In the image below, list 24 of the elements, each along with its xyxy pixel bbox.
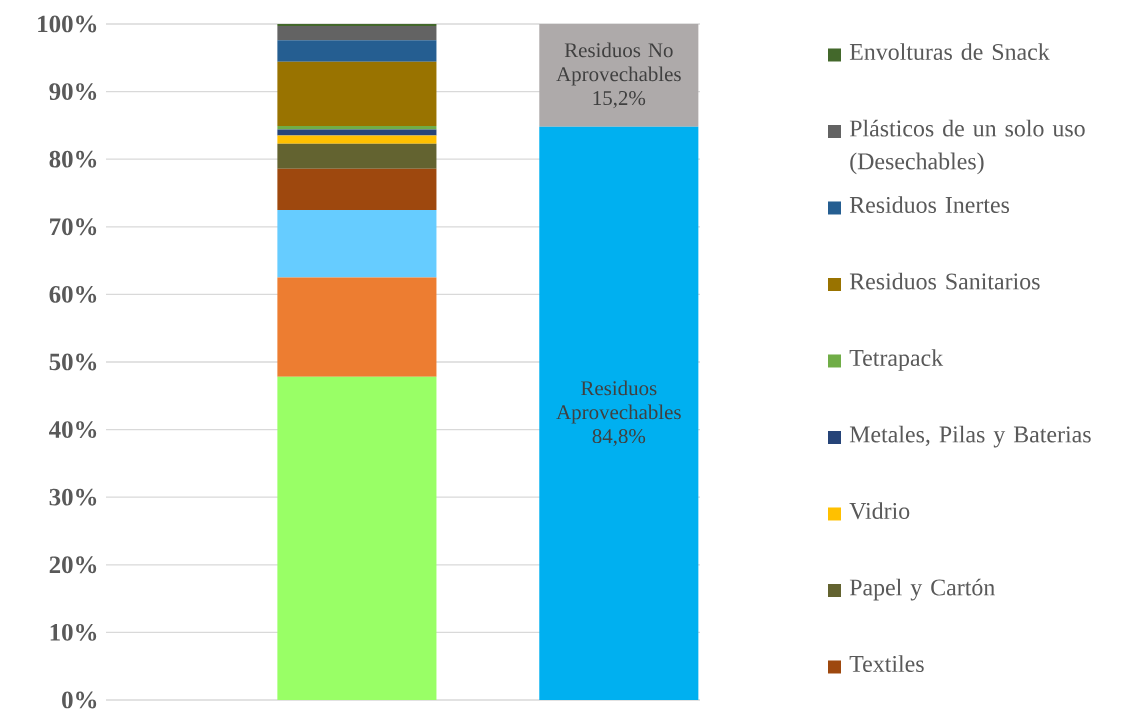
legend-label: Textiles (849, 655, 924, 673)
legend-label: Envolturas de Snack (849, 43, 1050, 61)
y-tick-label: 100% (38, 15, 97, 33)
y-tick-label: 0% (62, 691, 97, 709)
y-tick-label: 50% (49, 353, 97, 371)
series-label: Residuos No Aprovechables (556, 42, 681, 86)
data-label: 84,8% (592, 429, 646, 447)
y-tick-label: 70% (50, 218, 97, 236)
y-tick-label: 30% (49, 488, 97, 506)
legend-label: Plásticos de un solo uso (Desechables) (849, 119, 1085, 175)
legend-label: Metales, Pilas y Baterias (849, 425, 1091, 448)
y-tick-label: 20% (49, 556, 97, 574)
legend-label: Tetrapack (849, 349, 944, 371)
legend-label: Residuos Inertes (849, 196, 1010, 214)
legend-label: Residuos Sanitarios (849, 272, 1040, 290)
legend-label: Papel y Cartón (849, 578, 995, 601)
y-tick-label: 60% (49, 285, 97, 303)
series-label: Residuos Aprovechables (556, 380, 681, 424)
y-tick-label: 40% (49, 421, 97, 439)
y-tick-label: 90% (49, 83, 97, 101)
y-tick-label: 10% (50, 623, 97, 641)
y-tick-label: 80% (49, 150, 97, 168)
legend-label: Vidrio (849, 502, 910, 520)
data-label: 15,2% (593, 91, 646, 109)
